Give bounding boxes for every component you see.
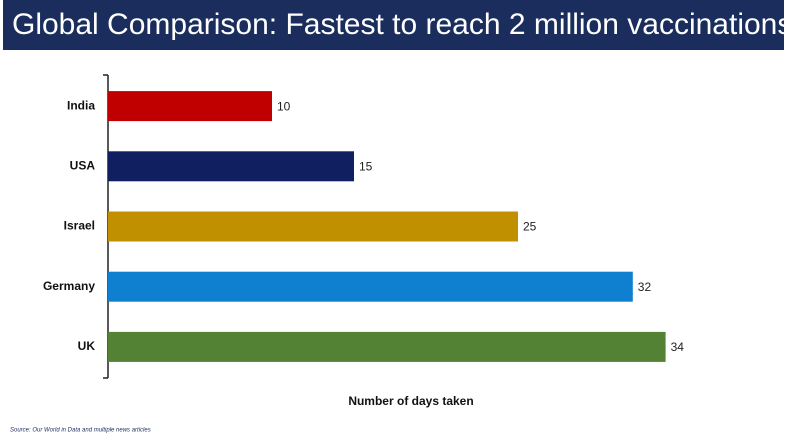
y-tick-label: Israel [64,219,95,233]
x-axis-label: Number of days taken [348,394,473,408]
chart-title: Global Comparison: Fastest to reach 2 mi… [12,8,787,41]
bar [108,151,354,182]
y-tick-label: UK [78,339,96,353]
value-label: 15 [359,159,373,173]
y-tick-label: Germany [43,279,95,293]
value-label: 10 [277,99,291,113]
value-label: 32 [638,280,652,294]
bar [108,91,272,122]
y-tick-label: USA [70,158,96,172]
value-label: 25 [523,220,537,234]
title-banner [3,0,784,50]
bar [108,271,633,302]
bar [108,331,666,362]
y-tick-label: India [67,98,95,112]
bar [108,211,518,242]
value-label: 34 [671,340,685,354]
source-note: Source: Our World in Data and multiple n… [10,428,151,434]
